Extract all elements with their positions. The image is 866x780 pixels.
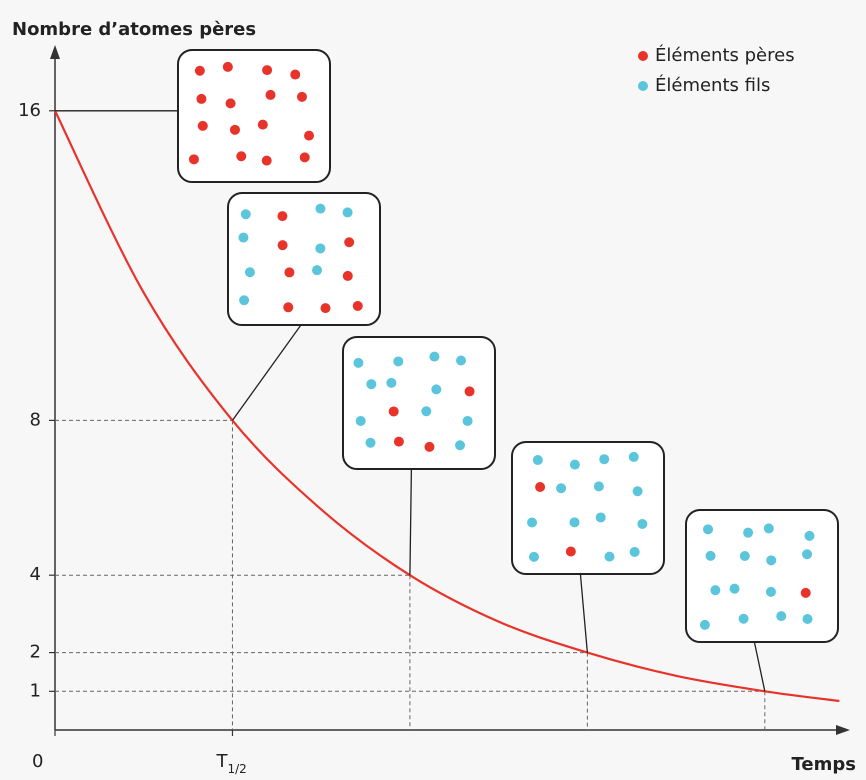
daughter-atom	[703, 524, 713, 534]
y-tick-label: 4	[30, 564, 41, 585]
parent-atom	[297, 92, 307, 102]
parent-atom	[223, 62, 233, 72]
daughter-atom	[312, 265, 322, 275]
axis-title: Nombre d’atomes pères	[12, 19, 256, 40]
inset-box	[512, 442, 664, 574]
daughter-atom	[366, 379, 376, 389]
daughter-atom	[730, 584, 740, 594]
daughter-atom	[463, 416, 473, 426]
inset-box	[343, 337, 495, 469]
inset-box	[178, 50, 330, 182]
daughter-atom	[421, 406, 431, 416]
parent-atom	[801, 588, 811, 598]
daughter-atom	[710, 585, 720, 595]
daughter-atom	[527, 517, 537, 527]
y-tick-label: 2	[30, 642, 41, 663]
daughter-atom	[365, 438, 375, 448]
daughter-atom	[629, 452, 639, 462]
daughter-atom	[739, 614, 749, 624]
daughter-atom	[700, 620, 710, 630]
daughter-atom	[456, 356, 466, 366]
y-tick-label: 1	[30, 680, 41, 701]
daughter-atom	[386, 378, 396, 388]
daughter-atom	[764, 523, 774, 533]
daughter-atom	[776, 611, 786, 621]
legend-marker	[638, 51, 648, 61]
chart: Nombre d’atomes pères Temps 1248160T1/2É…	[0, 0, 866, 780]
parent-atom	[290, 70, 300, 80]
parent-atom	[283, 302, 293, 312]
daughter-atom	[556, 483, 566, 493]
daughter-atom	[740, 551, 750, 561]
legend-marker	[638, 81, 648, 91]
daughter-atom	[596, 512, 606, 522]
parent-atom	[266, 90, 276, 100]
x-tick-label: 0	[32, 751, 43, 772]
parent-atom	[465, 386, 475, 396]
daughter-atom	[356, 416, 366, 426]
daughter-atom	[604, 552, 614, 562]
y-tick-label: 8	[30, 409, 41, 430]
daughter-atom	[238, 233, 248, 243]
x-axis-label: Temps	[792, 754, 856, 775]
parent-atom	[196, 94, 206, 104]
daughter-atom	[315, 243, 325, 253]
parent-atom	[389, 406, 399, 416]
daughter-atom	[239, 295, 249, 305]
daughter-atom	[455, 440, 465, 450]
parent-atom	[262, 65, 272, 75]
daughter-atom	[569, 517, 579, 527]
daughter-atom	[594, 481, 604, 491]
daughter-atom	[630, 547, 640, 557]
parent-atom	[300, 152, 310, 162]
legend-label: Éléments pères	[655, 44, 795, 66]
daughter-atom	[766, 587, 776, 597]
parent-atom	[320, 303, 330, 313]
parent-atom	[278, 240, 288, 250]
daughter-atom	[393, 356, 403, 366]
parent-atom	[236, 151, 246, 161]
parent-atom	[535, 482, 545, 492]
daughter-atom	[803, 614, 813, 624]
parent-atom	[353, 301, 363, 311]
daughter-atom	[743, 528, 753, 538]
parent-atom	[262, 156, 272, 166]
inset-box	[686, 510, 838, 642]
daughter-atom	[343, 207, 353, 217]
daughter-atom	[637, 519, 647, 529]
daughter-atom	[633, 486, 643, 496]
daughter-atom	[431, 384, 441, 394]
daughter-atom	[315, 204, 325, 214]
inset-frame	[343, 337, 495, 469]
daughter-atom	[599, 454, 609, 464]
parent-atom	[394, 437, 404, 447]
parent-atom	[189, 154, 199, 164]
parent-atom	[195, 66, 205, 76]
daughter-atom	[570, 460, 580, 470]
daughter-atom	[802, 549, 812, 559]
parent-atom	[424, 442, 434, 452]
daughter-atom	[429, 352, 439, 362]
daughter-atom	[241, 209, 251, 219]
legend-label: Éléments fils	[655, 74, 770, 96]
daughter-atom	[529, 552, 539, 562]
parent-atom	[284, 267, 294, 277]
parent-atom	[277, 211, 287, 221]
daughter-atom	[533, 455, 543, 465]
parent-atom	[343, 271, 353, 281]
parent-atom	[198, 121, 208, 131]
parent-atom	[258, 120, 268, 130]
y-tick-label: 16	[18, 100, 41, 121]
daughter-atom	[706, 551, 716, 561]
daughter-atom	[766, 555, 776, 565]
parent-atom	[304, 131, 314, 141]
daughter-atom	[245, 267, 255, 277]
daughter-atom	[804, 531, 814, 541]
parent-atom	[566, 547, 576, 557]
inset-box	[228, 193, 380, 325]
parent-atom	[230, 125, 240, 135]
parent-atom	[226, 98, 236, 108]
parent-atom	[344, 237, 354, 247]
daughter-atom	[353, 358, 363, 368]
